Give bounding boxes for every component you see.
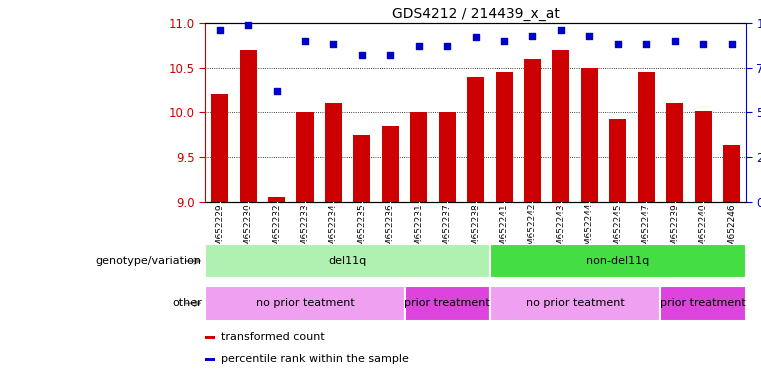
Point bbox=[214, 27, 226, 33]
Point bbox=[470, 34, 482, 40]
Bar bbox=[666, 103, 683, 202]
Bar bbox=[695, 111, 712, 202]
Bar bbox=[610, 119, 626, 202]
Bar bbox=[353, 135, 371, 202]
Bar bbox=[405, 286, 490, 321]
Point bbox=[412, 43, 425, 49]
Text: other: other bbox=[172, 298, 202, 308]
Bar bbox=[205, 358, 215, 361]
Text: no prior teatment: no prior teatment bbox=[256, 298, 355, 308]
Text: transformed count: transformed count bbox=[221, 332, 324, 342]
Bar bbox=[410, 113, 427, 202]
Point bbox=[270, 88, 282, 94]
Text: del11q: del11q bbox=[329, 256, 367, 266]
Bar bbox=[723, 146, 740, 202]
Title: GDS4212 / 214439_x_at: GDS4212 / 214439_x_at bbox=[392, 7, 559, 21]
Text: prior treatment: prior treatment bbox=[404, 298, 490, 308]
Bar bbox=[467, 77, 484, 202]
Bar bbox=[490, 244, 746, 278]
Point bbox=[527, 33, 539, 39]
Point bbox=[583, 33, 595, 39]
Bar bbox=[490, 286, 661, 321]
Bar bbox=[552, 50, 569, 202]
Bar bbox=[438, 113, 456, 202]
Point bbox=[669, 38, 681, 44]
Point bbox=[327, 41, 339, 48]
Bar bbox=[205, 286, 405, 321]
Point bbox=[555, 27, 567, 33]
Bar bbox=[211, 94, 228, 202]
Bar bbox=[268, 197, 285, 202]
Bar bbox=[325, 103, 342, 202]
Bar bbox=[524, 59, 541, 202]
Point bbox=[612, 41, 624, 48]
Point bbox=[498, 38, 510, 44]
Point bbox=[725, 41, 737, 48]
Bar bbox=[205, 336, 215, 339]
Text: percentile rank within the sample: percentile rank within the sample bbox=[221, 354, 409, 364]
Text: non-del11q: non-del11q bbox=[586, 256, 649, 266]
Point bbox=[697, 41, 709, 48]
Point bbox=[242, 22, 254, 28]
Point bbox=[299, 38, 311, 44]
Bar bbox=[205, 244, 490, 278]
Point bbox=[356, 52, 368, 58]
Bar bbox=[638, 72, 654, 202]
Bar bbox=[297, 113, 314, 202]
Bar bbox=[581, 68, 598, 202]
Text: genotype/variation: genotype/variation bbox=[96, 256, 202, 266]
Bar bbox=[661, 286, 746, 321]
Point bbox=[640, 41, 652, 48]
Point bbox=[384, 52, 396, 58]
Text: no prior teatment: no prior teatment bbox=[526, 298, 625, 308]
Text: prior treatment: prior treatment bbox=[661, 298, 746, 308]
Bar bbox=[495, 72, 513, 202]
Point bbox=[441, 43, 454, 49]
Bar bbox=[240, 50, 256, 202]
Bar bbox=[382, 126, 399, 202]
